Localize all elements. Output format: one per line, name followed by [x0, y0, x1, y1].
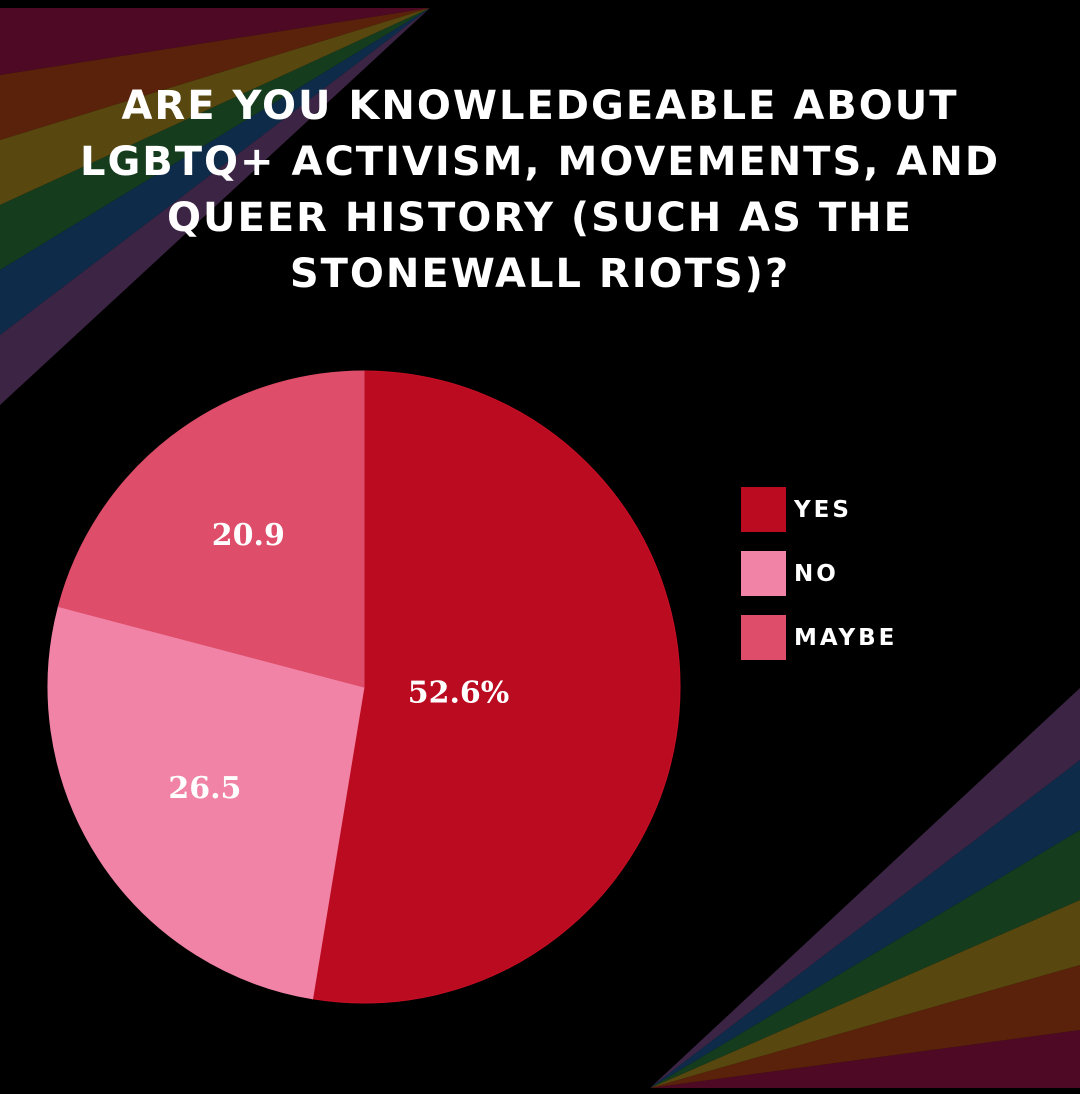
- legend-swatch-yes: [741, 487, 786, 532]
- slice-label-yes: 52.6%: [408, 676, 510, 711]
- slice-label-maybe: 20.9: [212, 518, 285, 553]
- legend-label-no: NO: [794, 561, 839, 587]
- legend: YES NO MAYBE: [741, 487, 897, 660]
- pie-slice-no: [47, 605, 365, 1000]
- rainbow-band-top-left: [0, 8, 430, 405]
- pie-slices: [47, 370, 681, 1004]
- slice-label-no: 26.5: [168, 771, 241, 806]
- legend-swatch-maybe: [741, 615, 786, 660]
- pie-slice-maybe: [57, 370, 365, 688]
- slice-labels: 52.6% 26.5 20.9: [168, 518, 509, 806]
- legend-swatch-no: [741, 551, 786, 596]
- legend-label-maybe: MAYBE: [794, 625, 897, 651]
- legend-label-yes: YES: [793, 497, 852, 523]
- chart-title: ARE YOU KNOWLEDGEABLE ABOUT LGBTQ+ ACTIV…: [79, 83, 1001, 297]
- rainbow-band-bottom-right: [650, 688, 1080, 1088]
- pie-slice-yes: [312, 370, 681, 1004]
